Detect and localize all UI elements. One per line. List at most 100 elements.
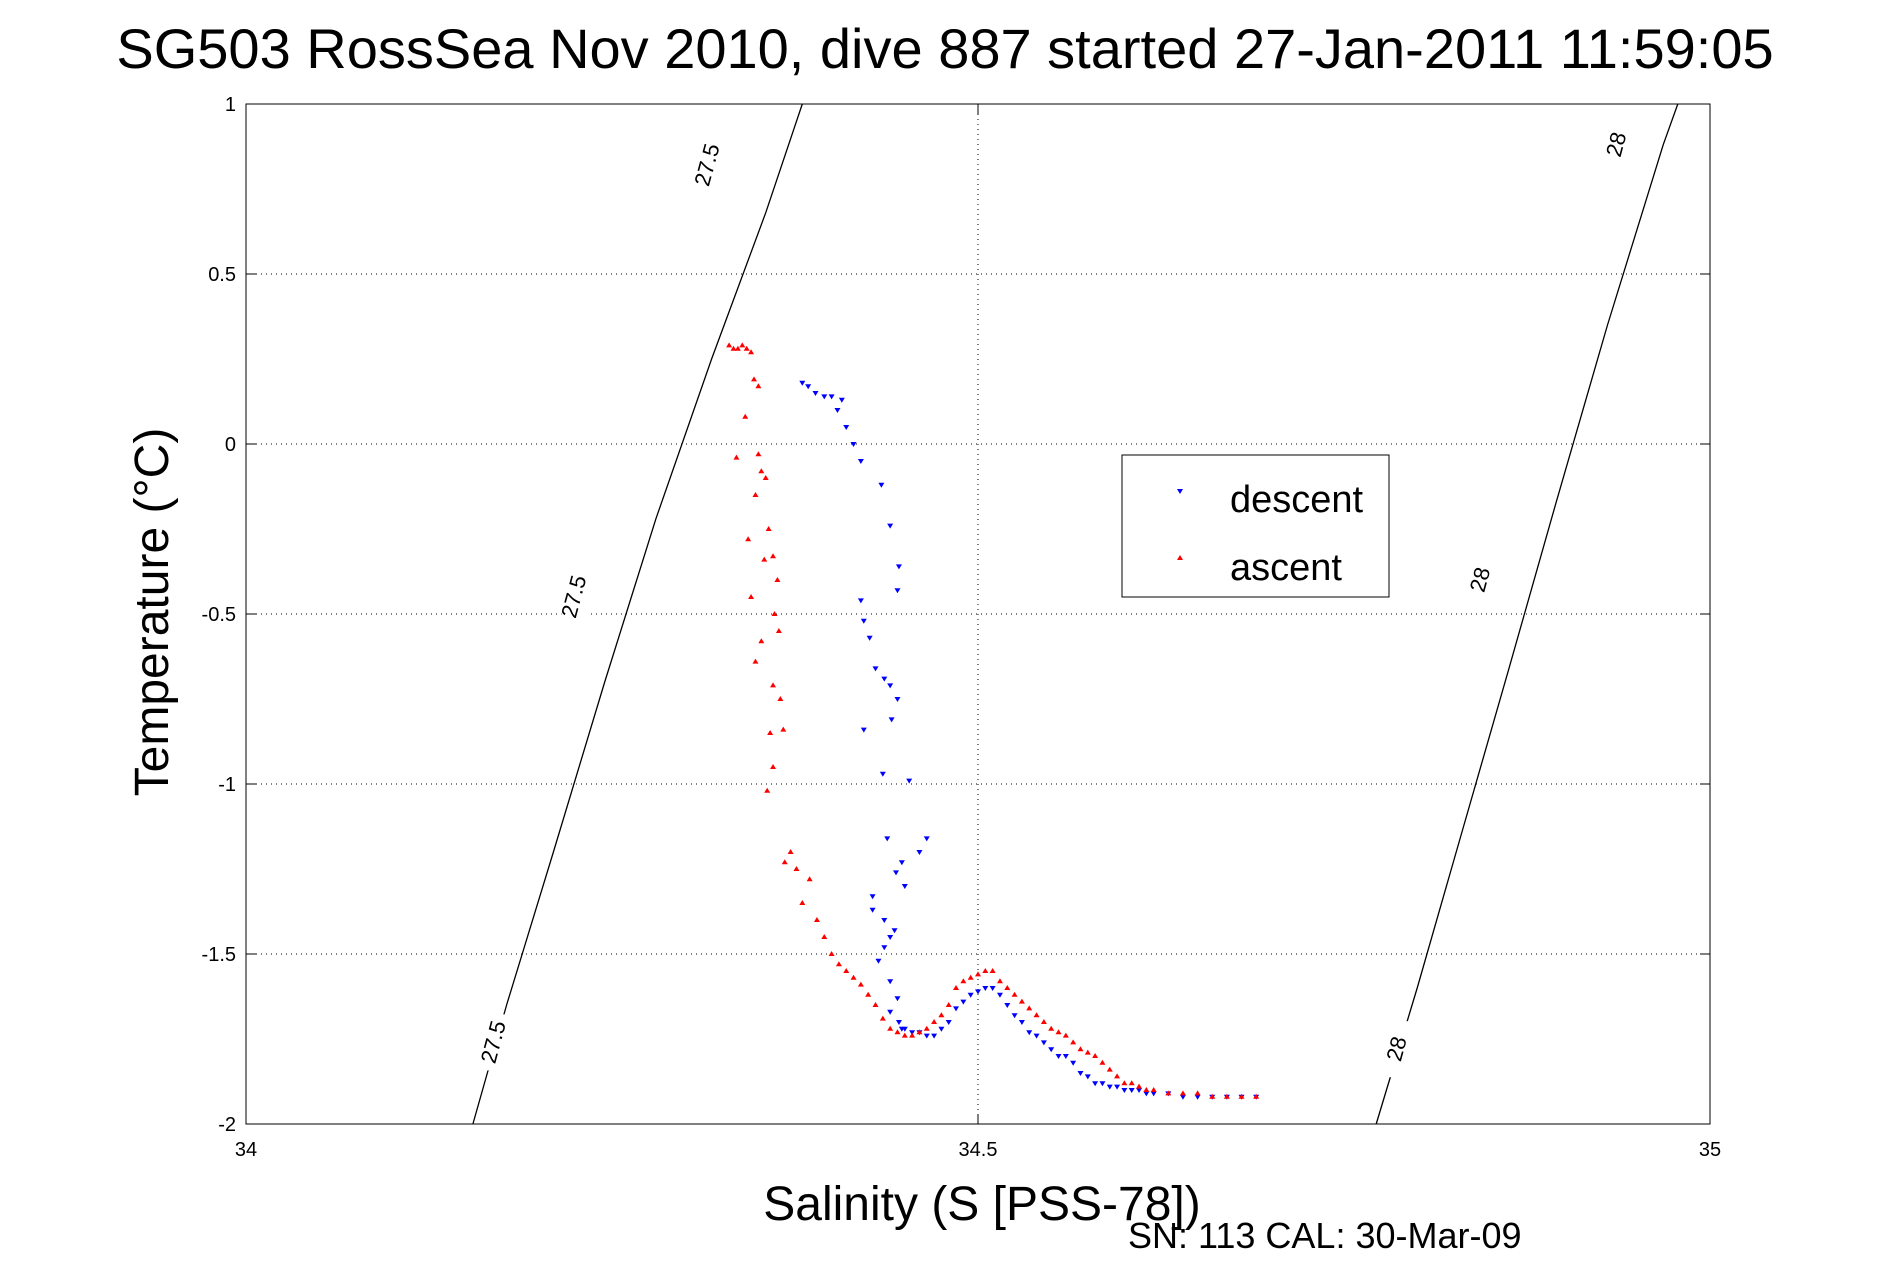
ascent-point [967, 974, 974, 980]
data-points [726, 342, 1260, 1100]
descent-point [1062, 1054, 1069, 1059]
ascent-point [764, 787, 771, 793]
y-axis-label: Temperature (°C) [126, 428, 179, 797]
descent-point [812, 391, 819, 396]
descent-point [860, 618, 867, 624]
ascent-point [758, 638, 765, 644]
descent-point [1194, 1094, 1201, 1100]
descent-point [901, 884, 908, 889]
descent-point [1150, 1091, 1157, 1097]
ascent-point [975, 971, 981, 977]
ascent-point [775, 628, 782, 633]
x-tick-label: 34.5 [959, 1139, 998, 1161]
descent-point [875, 958, 882, 964]
descent-point [888, 717, 895, 723]
descent-point [931, 1033, 938, 1039]
ascent-point [850, 974, 857, 980]
descent-point [1040, 1040, 1047, 1046]
ascent-point [982, 968, 989, 973]
ascent-point [945, 1002, 952, 1007]
ascent-point [1077, 1046, 1084, 1052]
ascent-point [745, 536, 752, 542]
descent-point [945, 1020, 952, 1025]
ascent-point [960, 978, 967, 984]
ascent-point [1026, 1005, 1033, 1011]
descent-point [881, 676, 888, 682]
ascent-point [1136, 1083, 1143, 1089]
ascent-point [1179, 1090, 1186, 1096]
ascent-point [931, 1019, 938, 1024]
descent-point [799, 380, 806, 386]
y-tick-label: -1 [218, 774, 236, 796]
ascent-point [730, 345, 737, 351]
ascent-point [752, 492, 759, 497]
ascent-point [806, 876, 813, 882]
ascent-point [770, 682, 777, 688]
ascent-point [748, 349, 755, 355]
ascent-point [748, 594, 755, 599]
descent-point [895, 1020, 902, 1025]
descent-point [996, 992, 1003, 998]
ascent-point [755, 383, 762, 389]
descent-point [1077, 1071, 1084, 1076]
x-tick-label: 34 [235, 1139, 257, 1161]
ascent-point [1011, 991, 1018, 997]
ascent-point [767, 730, 774, 735]
ascent-point [765, 526, 772, 531]
descent-point [1143, 1091, 1150, 1097]
descent-point [838, 397, 845, 403]
descent-point [1084, 1074, 1091, 1080]
descent-point [834, 408, 841, 413]
descent-point [1011, 1013, 1018, 1019]
ascent-point [770, 553, 777, 559]
y-tick-label: -2 [218, 1114, 236, 1136]
legend-ascent-label: ascent [1230, 547, 1342, 589]
legend-ascent-marker [1177, 555, 1183, 560]
ascent-point [828, 951, 835, 956]
descent-point [887, 1009, 894, 1015]
ascent-point [1004, 985, 1011, 990]
ascent-point [923, 1025, 930, 1031]
axis-ticks: 34 34.5 35 1 0.5 0 -0.5 -1 -1.5 -2 [202, 94, 1722, 1161]
descent-point [1092, 1081, 1099, 1087]
ascent-point [1238, 1093, 1245, 1099]
descent-point [893, 870, 900, 876]
descent-point [894, 996, 901, 1002]
descent-point [1136, 1088, 1143, 1093]
descent-point [1114, 1084, 1121, 1090]
ascent-point [1194, 1090, 1201, 1096]
ascent-point [761, 556, 768, 562]
x-axis-label: Salinity (S [PSS-78]) [763, 1178, 1200, 1231]
y-tick-label: 1 [225, 94, 236, 116]
descent-point [894, 697, 901, 702]
ascent-point [887, 1025, 894, 1031]
calibration-footer: SN: 113 CAL: 30-Mar-09 [1128, 1215, 1522, 1256]
legend-descent-marker [1177, 489, 1183, 494]
y-tick-label: 0 [225, 434, 236, 456]
density-contour-28 [1375, 103, 1679, 1125]
descent-point [1121, 1088, 1128, 1093]
ascent-point [938, 1012, 945, 1018]
descent-point [869, 894, 876, 900]
descent-point [923, 1033, 930, 1039]
ascent-point [787, 849, 794, 854]
ascent-point [821, 934, 828, 939]
ascent-point [739, 342, 746, 348]
x-tick-label: 35 [1699, 1139, 1721, 1161]
ascent-point [1165, 1090, 1172, 1096]
ascent-point [781, 859, 788, 865]
descent-point [975, 989, 981, 995]
ascent-point [1070, 1039, 1077, 1045]
descent-point [938, 1026, 945, 1032]
ascent-point [793, 866, 800, 871]
descent-point [1018, 1020, 1025, 1025]
y-tick-label: -0.5 [202, 604, 236, 626]
ascent-point [872, 1002, 879, 1007]
ascent-point [1092, 1053, 1099, 1058]
descent-point [857, 459, 864, 464]
ascent-point [752, 658, 759, 664]
descent-point [805, 384, 812, 390]
descent-point [887, 979, 894, 985]
ascent-point [1209, 1093, 1216, 1099]
descent-point [982, 986, 989, 991]
